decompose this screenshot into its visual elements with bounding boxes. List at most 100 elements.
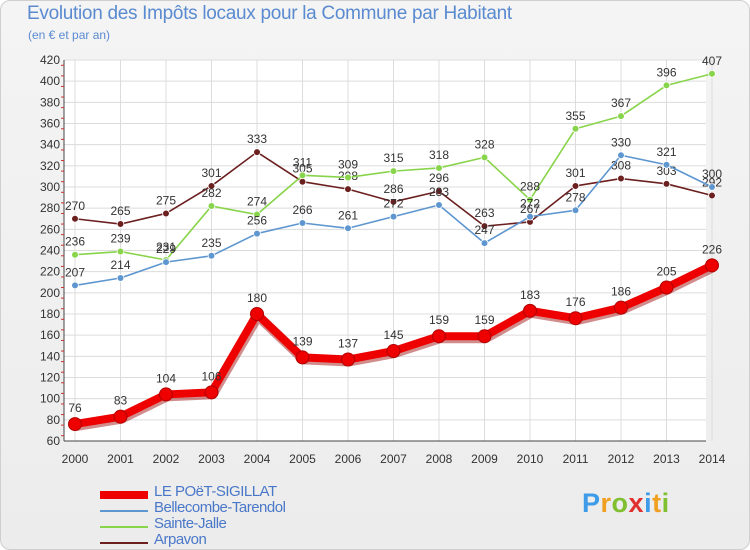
data-label-bellecombe-tarendol: 272 [520,197,540,211]
data-label-le-po-t-sigillat: 145 [383,328,403,342]
y-tick-label: 360 [40,117,60,131]
x-tick-label: 2001 [107,452,134,466]
data-point-bellecombe-tarendol [571,206,580,215]
y-tick-label: 100 [40,392,60,406]
data-label-bellecombe-tarendol: 283 [429,185,449,199]
y-tick-label: 400 [40,74,60,88]
x-tick-label: 2011 [563,452,589,466]
y-tick-label: 300 [40,180,60,194]
data-label-arpavon: 267 [520,202,540,216]
data-label-le-po-t-sigillat: 186 [611,285,631,299]
data-point-bellecombe-tarendol [162,258,170,266]
chart-title: Evolution des Impôts locaux pour la Comm… [27,3,512,24]
y-tick-label: 60 [47,434,61,448]
x-tick-label: 2000 [62,452,89,466]
y-tick-label: 160 [40,328,60,342]
x-tick-label: 2013 [653,452,680,466]
data-point-arpavon [389,198,398,206]
data-point-bellecombe-tarendol [617,151,625,160]
y-tick-label: 420 [40,53,60,67]
data-point-sainte-jalle [708,69,716,78]
data-label-le-po-t-sigillat: 183 [520,288,540,302]
data-label-bellecombe-tarendol: 278 [565,190,585,204]
data-point-le-po-t-sigillat [250,307,264,321]
data-label-bellecombe-tarendol: 330 [611,135,631,149]
data-label-sainte-jalle: 239 [110,232,130,246]
data-point-le-po-t-sigillat [568,311,583,326]
data-point-le-po-t-sigillat [159,387,173,402]
data-point-sainte-jalle [662,81,671,90]
data-point-le-po-t-sigillat [386,344,401,359]
data-label-le-po-t-sigillat: 205 [656,265,676,279]
data-label-bellecombe-tarendol: 261 [338,208,358,222]
x-tick-label: 2003 [198,452,225,466]
data-label-bellecombe-tarendol: 235 [201,236,221,250]
data-point-bellecombe-tarendol [253,229,261,238]
data-label-sainte-jalle: 367 [611,96,631,110]
data-label-le-po-t-sigillat: 106 [201,369,221,383]
data-label-bellecombe-tarendol: 247 [474,223,494,237]
data-point-le-po-t-sigillat [705,258,719,273]
data-label-bellecombe-tarendol: 256 [247,214,267,228]
x-tick-label: 2006 [335,452,362,466]
data-point-le-po-t-sigillat [204,385,219,400]
data-label-arpavon: 301 [201,166,221,180]
data-point-sainte-jalle [344,173,352,182]
data-label-le-po-t-sigillat: 176 [565,295,585,309]
proxiti-logo: Proxiti [582,488,670,519]
data-point-arpavon [708,191,716,200]
data-point-le-po-t-sigillat [432,329,446,344]
x-tick-label: 2002 [153,452,180,466]
data-point-sainte-jalle [480,153,489,162]
data-label-sainte-jalle: 231 [156,240,176,254]
data-point-bellecombe-tarendol [435,201,443,209]
data-point-bellecombe-tarendol [708,183,716,191]
x-tick-label: 2010 [517,452,544,466]
data-label-arpavon: 301 [565,166,585,180]
data-label-sainte-jalle: 288 [520,180,540,194]
y-tick-label: 180 [40,307,60,321]
data-label-le-po-t-sigillat: 159 [474,313,494,327]
legend-swatch-arpavon [100,542,148,544]
data-label-arpavon: 265 [110,204,130,218]
data-point-le-po-t-sigillat [659,280,674,295]
data-point-le-po-t-sigillat [477,329,492,344]
data-point-arpavon [571,182,580,190]
data-label-bellecombe-tarendol: 207 [65,265,85,279]
data-label-arpavon: 333 [247,132,267,146]
data-label-le-po-t-sigillat: 104 [156,371,176,385]
data-point-le-po-t-sigillat [614,300,628,315]
data-point-arpavon [617,174,625,183]
x-tick-label: 2012 [608,452,635,466]
y-tick-label: 240 [40,244,60,258]
legend-swatch-le-poet-sigillat [100,491,148,499]
logo-letter: r [600,488,612,518]
y-tick-label: 220 [40,265,60,279]
data-label-arpavon: 296 [429,171,449,185]
y-tick-label: 280 [40,201,60,215]
x-tick-label: 2009 [471,452,498,466]
data-point-sainte-jalle [71,250,79,259]
data-point-bellecombe-tarendol [116,274,125,282]
y-tick-label: 120 [40,371,60,385]
data-point-arpavon [162,209,170,218]
data-label-sainte-jalle: 236 [65,235,85,249]
legend-swatch-sainte-jalle [100,526,148,528]
data-label-le-po-t-sigillat: 159 [429,313,449,327]
logo-letter: o [611,488,629,518]
chart-subtitle: (en € et par an) [28,28,111,42]
data-point-le-po-t-sigillat [68,417,82,432]
data-point-arpavon [662,180,671,188]
data-point-sainte-jalle [617,112,625,120]
data-point-bellecombe-tarendol [71,281,79,290]
y-tick-label: 320 [40,159,60,173]
data-point-bellecombe-tarendol [344,224,352,233]
data-point-bellecombe-tarendol [662,160,671,169]
data-point-le-po-t-sigillat [523,303,537,318]
data-label-le-po-t-sigillat: 83 [114,394,128,408]
data-point-sainte-jalle [435,164,443,172]
data-point-arpavon [207,182,216,190]
data-point-le-po-t-sigillat [113,409,128,424]
data-point-bellecombe-tarendol [389,212,398,221]
data-point-sainte-jalle [526,195,534,204]
